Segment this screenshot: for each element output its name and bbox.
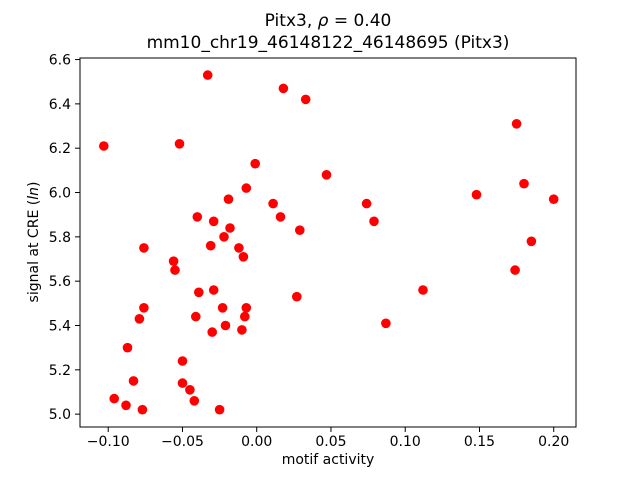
data-point xyxy=(361,198,372,209)
data-point xyxy=(220,320,231,331)
y-tick-label: 5.0 xyxy=(49,407,71,423)
data-point xyxy=(99,141,109,151)
y-label-ln-symbol: ln xyxy=(26,187,42,200)
data-point xyxy=(217,303,228,313)
data-point xyxy=(208,285,219,295)
data-point xyxy=(214,404,225,415)
data-point xyxy=(526,236,537,247)
data-point xyxy=(510,265,520,275)
x-tick-label: 0.00 xyxy=(241,434,272,450)
data-point xyxy=(300,94,311,105)
title-correlation-value: = 0.40 xyxy=(328,11,392,31)
data-point xyxy=(121,400,131,411)
chart-title: Pitx3, ρ = 0.40 xyxy=(80,11,576,31)
y-tick-label: 5.6 xyxy=(49,274,71,290)
data-point xyxy=(418,285,428,295)
data-point xyxy=(241,183,252,193)
x-tick-label: 0.05 xyxy=(315,434,346,450)
data-point xyxy=(241,303,252,313)
y-tick-label: 6.0 xyxy=(49,186,71,202)
data-point xyxy=(192,212,203,222)
data-point xyxy=(134,314,145,324)
data-point xyxy=(122,342,133,353)
data-point xyxy=(139,243,149,253)
data-point xyxy=(275,212,286,222)
x-tick-label: −0.05 xyxy=(161,434,204,450)
y-tick-label: 6.6 xyxy=(49,53,71,69)
x-tick-label: 0.10 xyxy=(390,434,421,450)
data-point xyxy=(234,243,244,253)
title-text: Pitx3, xyxy=(264,11,318,31)
data-point xyxy=(321,170,332,180)
y-tick-label: 5.2 xyxy=(49,363,71,379)
data-point xyxy=(189,396,200,406)
data-point xyxy=(511,119,522,129)
data-point xyxy=(278,83,289,94)
data-point xyxy=(250,158,260,169)
x-tick-label: −0.10 xyxy=(87,434,130,450)
y-tick-label: 5.8 xyxy=(49,230,71,246)
data-point xyxy=(174,139,185,149)
data-point xyxy=(208,216,219,227)
data-point xyxy=(237,325,247,335)
y-axis-label: signal at CRE (ln) xyxy=(26,182,42,303)
x-axis-label: motif activity xyxy=(281,452,375,468)
data-point xyxy=(185,385,195,395)
data-point xyxy=(170,265,180,275)
data-point xyxy=(202,70,213,80)
y-tick-label: 5.4 xyxy=(49,318,71,334)
data-point xyxy=(240,311,250,322)
y-tick-label: 6.4 xyxy=(49,97,71,113)
data-point xyxy=(137,404,148,415)
data-point xyxy=(191,311,201,322)
data-point xyxy=(292,291,302,302)
data-point xyxy=(381,318,391,329)
data-point xyxy=(128,376,139,386)
data-point xyxy=(177,356,188,366)
data-point xyxy=(223,194,234,204)
data-point xyxy=(369,216,379,227)
data-point xyxy=(295,225,305,235)
data-point xyxy=(219,232,229,242)
data-point xyxy=(548,194,559,204)
data-point xyxy=(139,303,149,313)
data-point xyxy=(268,198,278,209)
y-tick-label: 6.2 xyxy=(49,141,71,157)
x-tick-label: 0.15 xyxy=(464,434,495,450)
data-point xyxy=(205,240,216,251)
data-point xyxy=(207,327,217,337)
data-point xyxy=(471,189,482,200)
data-point xyxy=(238,251,249,262)
data-point xyxy=(168,256,179,267)
title-rho-symbol: ρ xyxy=(317,11,329,31)
data-point xyxy=(109,393,119,404)
data-point xyxy=(194,287,204,298)
data-point xyxy=(177,378,188,388)
data-point xyxy=(519,178,529,189)
axes-frame xyxy=(79,57,577,428)
y-label-text: signal at CRE ( xyxy=(26,199,42,303)
y-label-close-paren: ) xyxy=(26,181,42,188)
x-tick-label: 0.20 xyxy=(538,434,569,450)
data-point xyxy=(225,223,235,233)
chart-subtitle: mm10_chr19_46148122_46148695 (Pitx3) xyxy=(146,33,510,53)
